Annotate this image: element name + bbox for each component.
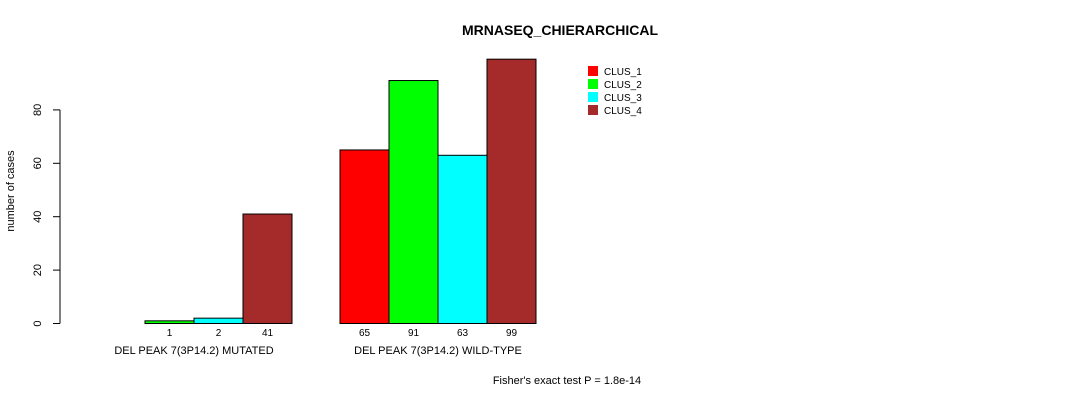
legend-swatch <box>588 79 598 89</box>
category-labels: DEL PEAK 7(3P14.2) MUTATED DEL PEAK 7(3P1… <box>114 345 522 357</box>
bar-clus-3-group-1 <box>193 317 244 325</box>
bar-clus-4-group-2 <box>486 58 537 324</box>
category-label: DEL PEAK 7(3P14.2) MUTATED <box>114 345 273 357</box>
legend-label: CLUS_1 <box>604 67 642 78</box>
y-tick-label: 0 <box>32 320 44 326</box>
y-axis: 0 20 40 60 80 <box>32 104 61 327</box>
category-label: DEL PEAK 7(3P14.2) WILD-TYPE <box>354 345 522 357</box>
bar-clus-2-group-1 <box>144 320 195 324</box>
y-tick-label: 80 <box>32 104 44 116</box>
bar-clus-4-group-1 <box>242 213 293 324</box>
legend-swatch <box>588 92 598 102</box>
bar-value-label: 63 <box>457 328 469 339</box>
bar-labels: 1 2 41 65 91 63 99 <box>167 328 518 339</box>
y-tick-label: 60 <box>32 157 44 169</box>
bar-value-label: 91 <box>408 328 420 339</box>
bar-clus-1-group-2 <box>339 149 390 324</box>
fisher-test-footnote: Fisher's exact test P = 1.8e-14 <box>493 375 641 387</box>
legend-label: CLUS_2 <box>604 80 642 91</box>
legend-swatch <box>588 105 598 115</box>
bar-clus-3-group-2 <box>437 154 488 324</box>
bar-clus-2-group-2 <box>388 80 439 324</box>
legend: CLUS_1 CLUS_2 CLUS_3 CLUS_4 <box>588 66 642 117</box>
bars <box>144 58 537 325</box>
y-axis-label: number of cases <box>5 150 17 232</box>
y-tick-label: 40 <box>32 211 44 223</box>
bar-value-label: 1 <box>167 328 173 339</box>
legend-label: CLUS_3 <box>604 93 642 104</box>
bar-value-label: 41 <box>262 328 274 339</box>
chart-title: MRNASEQ_CHIERARCHICAL <box>462 22 658 38</box>
bar-value-label: 65 <box>359 328 371 339</box>
legend-swatch <box>588 66 598 76</box>
legend-label: CLUS_4 <box>604 106 642 117</box>
bar-value-label: 99 <box>506 328 518 339</box>
bar-value-label: 2 <box>216 328 222 339</box>
y-tick-label: 20 <box>32 264 44 276</box>
